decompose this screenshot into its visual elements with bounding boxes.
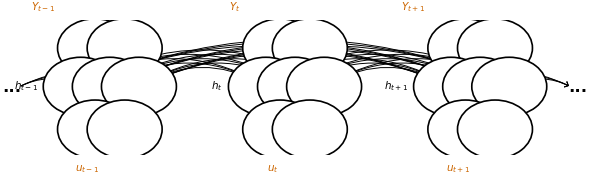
Ellipse shape (442, 57, 517, 116)
Ellipse shape (87, 19, 162, 77)
Ellipse shape (242, 100, 317, 159)
Ellipse shape (457, 100, 532, 159)
Text: $u_{t-1}$: $u_{t-1}$ (76, 164, 100, 175)
Ellipse shape (43, 57, 118, 116)
Text: ...: ... (2, 77, 21, 96)
Ellipse shape (472, 57, 547, 116)
Ellipse shape (457, 19, 532, 77)
Text: $Y_{t+1}$: $Y_{t+1}$ (401, 1, 425, 14)
Ellipse shape (73, 57, 148, 116)
Ellipse shape (87, 100, 162, 159)
Text: ...: ... (569, 77, 588, 96)
Ellipse shape (428, 100, 503, 159)
Text: $Y_t$: $Y_t$ (229, 1, 240, 14)
Text: $h_{t-1}$: $h_{t-1}$ (14, 80, 38, 93)
Text: $u_{t+1}$: $u_{t+1}$ (445, 164, 470, 175)
Text: $h_{t+1}$: $h_{t+1}$ (384, 80, 408, 93)
Ellipse shape (414, 57, 489, 116)
Ellipse shape (287, 57, 362, 116)
Text: $Y_{t-1}$: $Y_{t-1}$ (31, 1, 55, 14)
Ellipse shape (273, 100, 348, 159)
Ellipse shape (58, 19, 133, 77)
Ellipse shape (58, 100, 133, 159)
Ellipse shape (242, 19, 317, 77)
Ellipse shape (101, 57, 176, 116)
Text: $u_t$: $u_t$ (267, 164, 278, 175)
Ellipse shape (257, 57, 333, 116)
Ellipse shape (228, 57, 303, 116)
Ellipse shape (273, 19, 348, 77)
Text: $h_t$: $h_t$ (211, 80, 223, 93)
Ellipse shape (428, 19, 503, 77)
